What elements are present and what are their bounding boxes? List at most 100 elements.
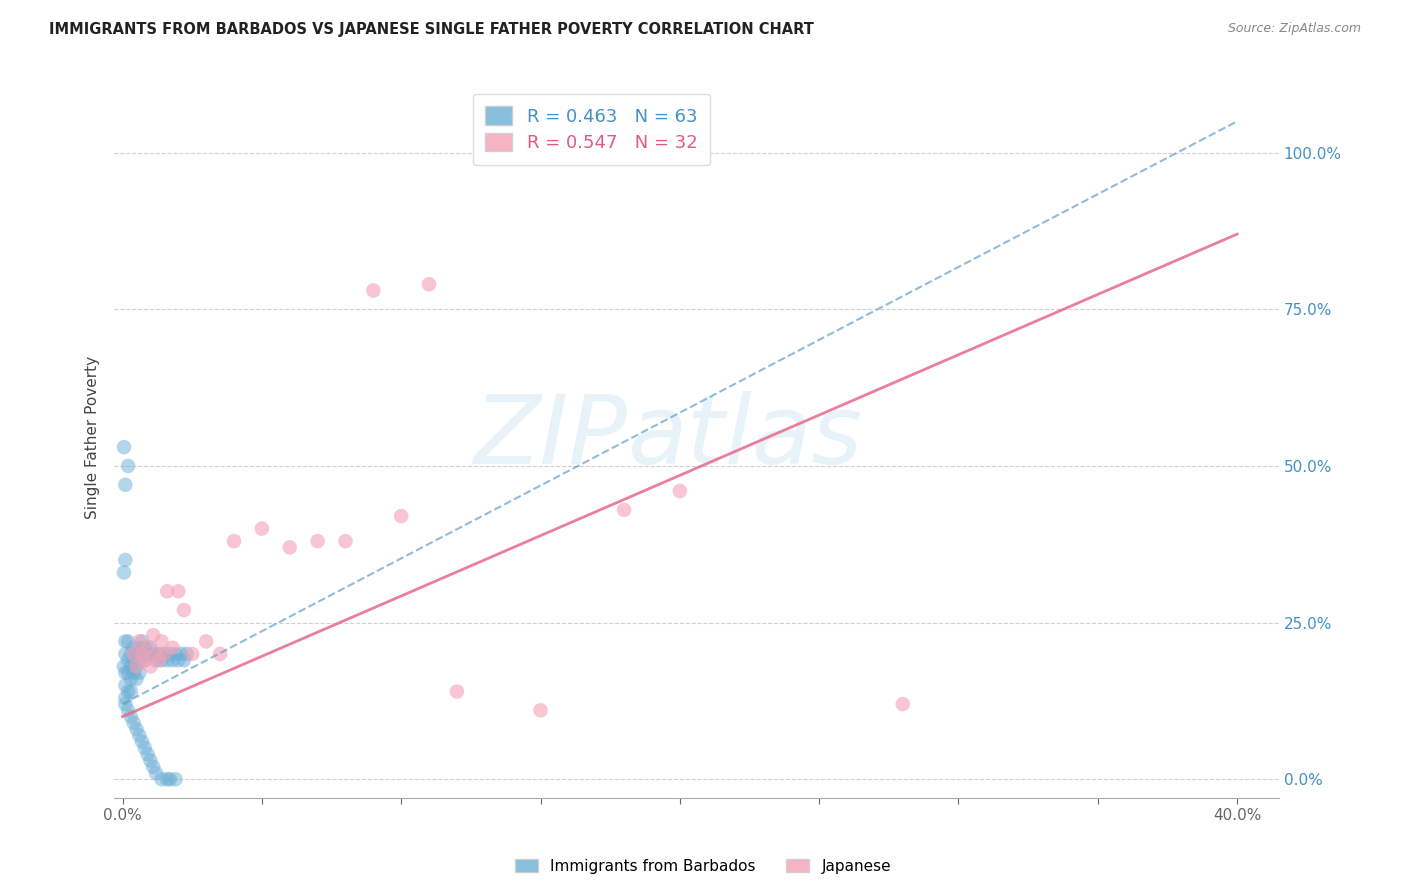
Point [134, 653, 156, 667]
Point [389, 509, 412, 524]
Point [128, 665, 150, 680]
Point [134, 640, 156, 655]
Point [136, 640, 159, 655]
Point [112, 659, 135, 673]
Point [117, 665, 139, 680]
Point [134, 740, 156, 755]
Point [114, 553, 136, 567]
Point [136, 647, 159, 661]
Point [150, 634, 173, 648]
Point [128, 728, 150, 742]
Point [150, 772, 173, 787]
Point [114, 697, 136, 711]
Point [117, 684, 139, 698]
Point [139, 754, 162, 768]
Point [156, 584, 179, 599]
Point [250, 522, 273, 536]
Point [167, 653, 190, 667]
Point [131, 647, 153, 661]
Point [139, 640, 162, 655]
Point [162, 653, 184, 667]
Point [128, 653, 150, 667]
Point [145, 653, 167, 667]
Point [136, 747, 159, 762]
Point [125, 672, 148, 686]
Point [125, 722, 148, 736]
Point [114, 634, 136, 648]
Point [159, 772, 181, 787]
Point [114, 647, 136, 661]
Point [363, 284, 385, 298]
Point [153, 647, 176, 661]
Point [122, 640, 145, 655]
Point [891, 697, 914, 711]
Point [122, 653, 145, 667]
Point [446, 684, 468, 698]
Point [122, 665, 145, 680]
Point [162, 640, 184, 655]
Point [159, 647, 181, 661]
Point [125, 659, 148, 673]
Point [117, 653, 139, 667]
Point [307, 534, 329, 549]
Point [173, 603, 195, 617]
Point [125, 659, 148, 673]
Point [112, 440, 135, 454]
Point [613, 503, 636, 517]
Point [117, 703, 139, 717]
Point [112, 566, 135, 580]
Point [153, 647, 176, 661]
Point [120, 684, 142, 698]
Text: atlas: atlas [627, 392, 862, 484]
Point [209, 647, 232, 661]
Point [114, 690, 136, 705]
Point [142, 647, 165, 661]
Point [142, 760, 165, 774]
Point [148, 653, 170, 667]
Point [167, 584, 190, 599]
Point [165, 647, 187, 661]
Point [125, 647, 148, 661]
Point [170, 647, 193, 661]
Y-axis label: Single Father Poverty: Single Father Poverty [86, 356, 100, 519]
Point [117, 458, 139, 473]
Point [335, 534, 357, 549]
Point [181, 647, 204, 661]
Point [120, 672, 142, 686]
Point [114, 665, 136, 680]
Point [222, 534, 245, 549]
Point [669, 483, 692, 498]
Point [114, 678, 136, 692]
Point [165, 772, 187, 787]
Point [418, 277, 440, 292]
Point [148, 647, 170, 661]
Point [529, 703, 551, 717]
Point [156, 772, 179, 787]
Point [142, 628, 165, 642]
Point [131, 734, 153, 748]
Point [139, 659, 162, 673]
Text: Source: ZipAtlas.com: Source: ZipAtlas.com [1227, 22, 1361, 36]
Point [278, 541, 301, 555]
Point [173, 653, 195, 667]
Legend: Immigrants from Barbados, Japanese: Immigrants from Barbados, Japanese [509, 853, 897, 880]
Point [150, 653, 173, 667]
Point [117, 634, 139, 648]
Point [176, 647, 198, 661]
Text: ZIP: ZIP [472, 392, 627, 484]
Point [195, 634, 218, 648]
Point [120, 647, 142, 661]
Point [131, 634, 153, 648]
Point [122, 647, 145, 661]
Point [131, 647, 153, 661]
Point [120, 659, 142, 673]
Point [134, 653, 156, 667]
Text: IMMIGRANTS FROM BARBADOS VS JAPANESE SINGLE FATHER POVERTY CORRELATION CHART: IMMIGRANTS FROM BARBADOS VS JAPANESE SIN… [49, 22, 814, 37]
Point [128, 640, 150, 655]
Point [128, 634, 150, 648]
Point [120, 709, 142, 723]
Point [114, 477, 136, 491]
Point [156, 653, 179, 667]
Point [145, 647, 167, 661]
Legend: R = 0.463   N = 63, R = 0.547   N = 32: R = 0.463 N = 63, R = 0.547 N = 32 [472, 94, 710, 165]
